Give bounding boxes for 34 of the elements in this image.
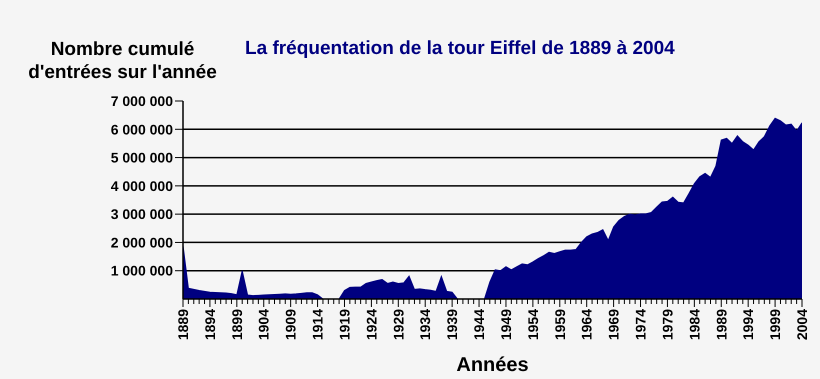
x-tick-label: 1994 (740, 308, 756, 340)
x-tick-label: 1904 (256, 308, 272, 340)
y-tick-label: 7 000 000 (110, 92, 174, 109)
x-axis-title: Années (456, 354, 529, 376)
x-tick-label: 1929 (390, 308, 406, 340)
y-axis-title: Nombre cumulé d'entrées sur l'année (27, 38, 218, 84)
x-tick-label: 1899 (228, 308, 245, 340)
x-tick-label: 1959 (552, 308, 568, 340)
y-tick-label: 5 000 000 (110, 150, 174, 166)
x-tick-label: 1934 (417, 308, 434, 340)
y-tick-label: 1 000 000 (110, 262, 174, 279)
y-tick-label: 6 000 000 (110, 121, 174, 138)
x-tick-label: 1989 (713, 308, 730, 340)
x-tick-label: 1889 (175, 308, 191, 340)
chart-title: La fréquentation de la tour Eiffel de 1889 à 2004 (245, 38, 675, 60)
y-tick-label: 4 000 000 (110, 178, 174, 194)
x-tick-label: 1979 (659, 308, 676, 340)
x-tick-label: 1974 (632, 308, 649, 340)
y-tick-label: 3 000 000 (110, 206, 174, 222)
x-tick-label: 1954 (524, 308, 541, 340)
x-tick-label: 1924 (363, 308, 380, 340)
x-tick-label: 1944 (471, 308, 488, 340)
x-tick-label: 1894 (202, 308, 218, 340)
x-tick-label: 1939 (444, 308, 460, 340)
x-tick-label: 2004 (794, 308, 810, 340)
x-tick-label: 1949 (498, 308, 514, 340)
x-tick-label: 1914 (310, 308, 326, 340)
x-tick-label: 1909 (282, 308, 299, 340)
x-tick-label: 1919 (336, 308, 352, 340)
x-tick-label: 1984 (686, 308, 702, 340)
y-tick-label: 2 000 000 (110, 234, 174, 250)
x-tick-label: 1999 (767, 308, 784, 340)
x-tick-label: 1969 (606, 308, 622, 340)
x-tick-label: 1964 (578, 308, 595, 340)
